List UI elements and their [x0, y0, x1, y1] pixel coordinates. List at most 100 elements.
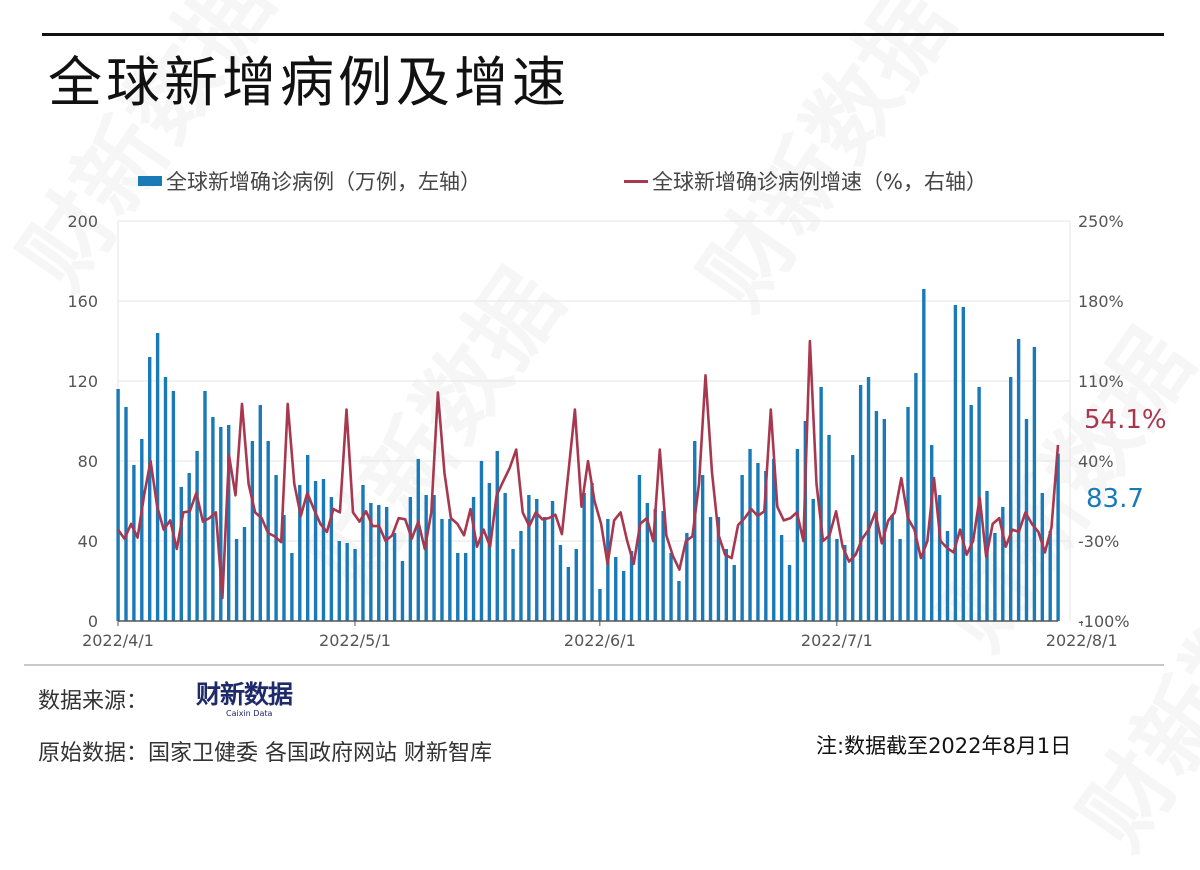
case-bar	[1048, 531, 1052, 621]
case-bar	[582, 493, 586, 621]
case-bar	[558, 545, 563, 621]
y-left-tick-label: 0	[88, 612, 98, 631]
case-bar	[732, 565, 736, 621]
growth-rate-line	[116, 339, 1060, 600]
chart-plot-area: 0 40 80 120 160 200 -100% -30% 40% 110% 180% 250% 20…	[67, 212, 1130, 650]
case-bar	[463, 553, 468, 621]
case-bar	[550, 501, 555, 621]
case-bar	[527, 495, 531, 621]
case-bar	[503, 493, 507, 621]
case-bar	[851, 455, 855, 621]
case-bar	[969, 405, 973, 621]
case-bar	[653, 509, 657, 621]
case-bar	[147, 357, 152, 621]
y-left-tick-label: 120	[67, 372, 98, 391]
case-bar	[598, 589, 602, 621]
case-bar	[1032, 347, 1037, 621]
case-bar	[456, 553, 460, 621]
y-right-tick-label: 180%	[1078, 292, 1124, 311]
case-bar	[858, 385, 863, 621]
case-bar	[811, 499, 815, 621]
case-bar	[542, 517, 547, 621]
case-bar	[487, 483, 492, 621]
case-bar	[195, 451, 199, 621]
case-bar	[479, 461, 484, 621]
case-bar	[606, 519, 610, 621]
case-bar	[424, 495, 428, 621]
case-bar	[384, 507, 389, 621]
case-bar	[187, 473, 191, 621]
case-bar	[313, 481, 318, 621]
case-bar	[171, 391, 176, 621]
case-bar	[756, 463, 760, 621]
case-bar	[590, 483, 594, 621]
case-bar	[882, 419, 887, 621]
case-bar	[961, 307, 966, 621]
case-bar	[795, 449, 800, 621]
logo-cn-text: 财新数据	[196, 680, 293, 709]
case-bar	[637, 475, 642, 621]
caixin-data-logo: 财新数据 Caixin Data	[196, 681, 316, 719]
chart-title: 全球新增病例及增速	[48, 51, 570, 114]
case-bar	[535, 499, 539, 621]
case-bar	[708, 517, 713, 621]
case-bar	[614, 557, 618, 621]
case-bar	[124, 407, 128, 621]
case-bar	[432, 495, 436, 621]
case-bar	[669, 553, 673, 621]
case-bar	[321, 479, 326, 621]
case-bar	[440, 519, 444, 621]
case-bar	[827, 435, 831, 621]
case-bar	[140, 439, 144, 621]
x-tick-label: 2022/8/1	[1046, 631, 1118, 650]
case-bar	[219, 427, 223, 621]
y-right-tick-label: 110%	[1078, 372, 1124, 391]
rate-end-label: 54.1%	[1084, 405, 1167, 435]
case-bar	[740, 475, 744, 621]
case-bar	[448, 519, 452, 621]
case-bar	[132, 465, 136, 621]
case-bar	[250, 441, 255, 621]
case-bar	[116, 389, 120, 621]
case-bar	[305, 455, 310, 621]
y-right-tick-label: 40%	[1078, 452, 1114, 471]
case-bar	[772, 459, 776, 621]
case-bar	[716, 517, 721, 621]
legend-item-rate: 全球新增确诊病例增速（%，右轴）	[624, 166, 987, 196]
case-bar	[361, 485, 365, 621]
case-bar	[377, 505, 381, 621]
footer-divider	[24, 664, 1164, 666]
case-bar	[685, 533, 689, 621]
case-bar	[1016, 339, 1021, 621]
case-bar	[298, 485, 302, 621]
case-bar	[258, 405, 262, 621]
case-bar	[748, 449, 752, 621]
case-bar	[787, 565, 792, 621]
case-bar	[416, 459, 420, 621]
source-label: 数据来源：	[38, 689, 149, 714]
case-bar	[898, 539, 902, 621]
case-bar	[1056, 453, 1060, 621]
case-bar	[574, 549, 578, 621]
case-bar	[866, 377, 871, 621]
case-bar	[369, 503, 373, 621]
y-right-tick-label: -100%	[1078, 612, 1130, 631]
y-right-tick-label: 250%	[1078, 212, 1124, 231]
case-bar	[1001, 507, 1005, 621]
legend-label-cases: 全球新增确诊病例（万例，左轴）	[166, 170, 481, 194]
case-bar	[519, 531, 523, 621]
case-bar	[700, 475, 705, 621]
case-bar	[226, 425, 231, 621]
case-bar	[511, 549, 515, 621]
case-bar	[400, 561, 405, 621]
case-bar	[661, 511, 665, 621]
case-bar	[155, 333, 160, 621]
x-tick-label: 2022/5/1	[319, 631, 391, 650]
case-bar	[945, 531, 950, 621]
case-bar	[677, 581, 681, 621]
case-bar	[179, 487, 183, 621]
case-bar	[890, 515, 894, 621]
y-right-tick-label: -30%	[1078, 532, 1119, 551]
case-bar	[645, 503, 650, 621]
case-bar	[764, 471, 768, 621]
